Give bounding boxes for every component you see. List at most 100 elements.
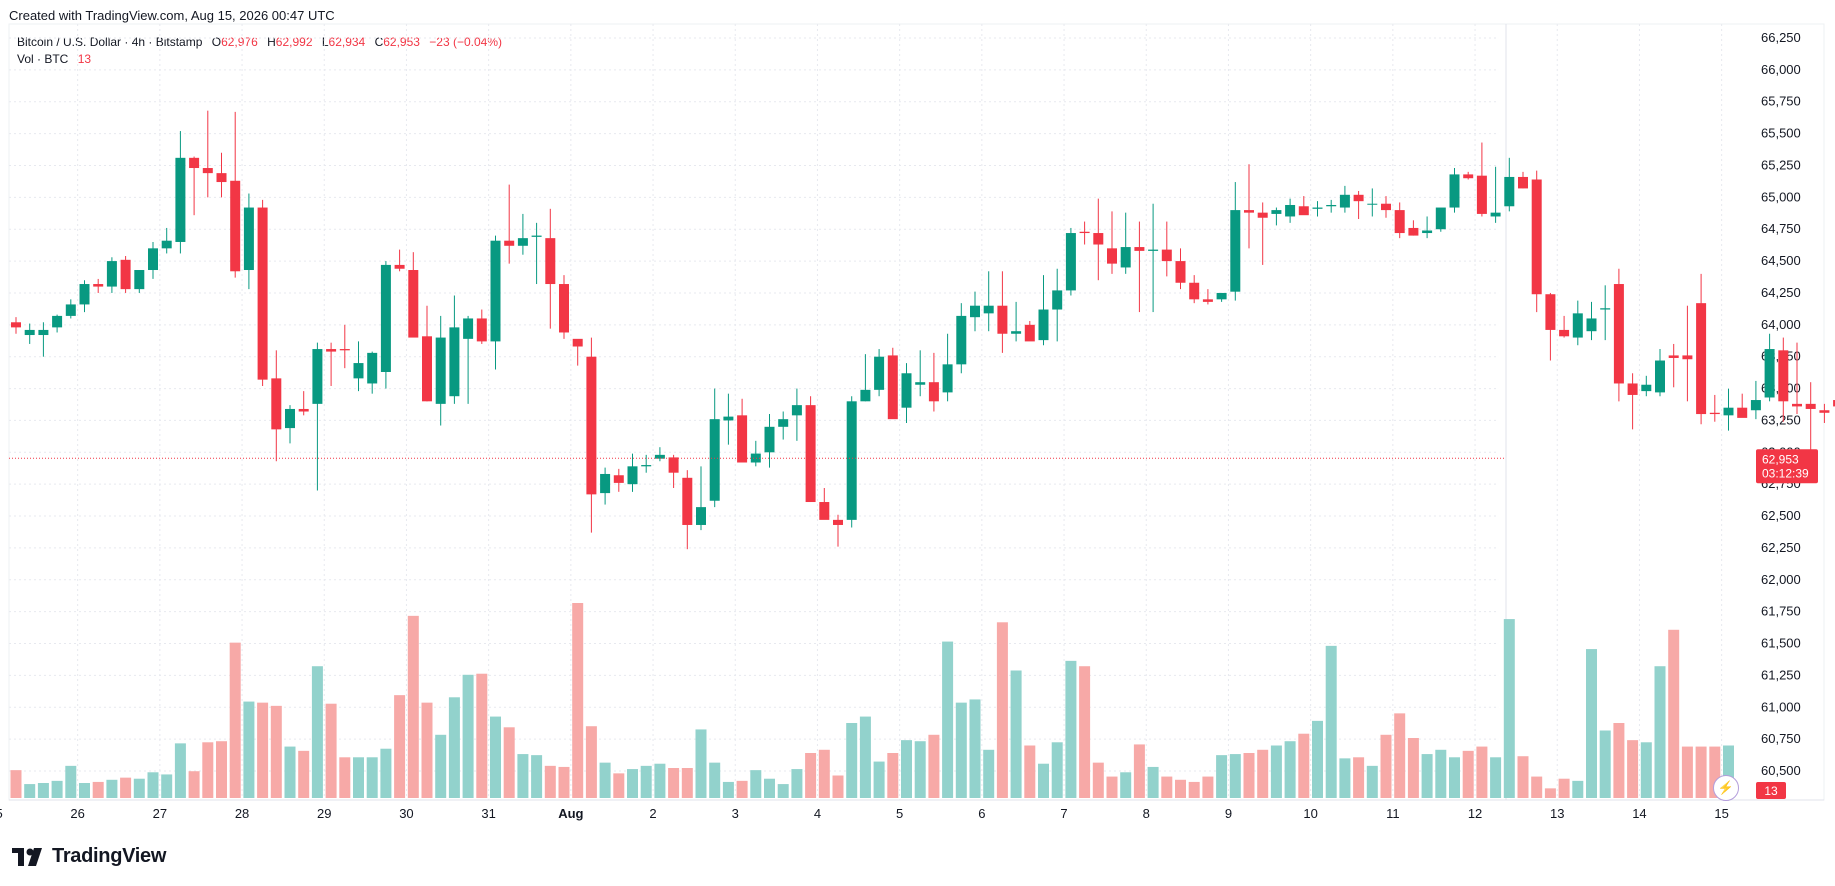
candle-body bbox=[1627, 383, 1638, 395]
created-caption: Created with TradingView.com, Aug 15, 20… bbox=[9, 8, 335, 23]
candle-body bbox=[1518, 176, 1528, 189]
volume-bar bbox=[311, 666, 323, 798]
volume-bar bbox=[914, 741, 926, 798]
candle-body bbox=[874, 356, 885, 390]
volume-bar bbox=[585, 726, 597, 798]
candle-body bbox=[1613, 284, 1624, 384]
volume-bar bbox=[24, 784, 36, 798]
x-tick-label: 31 bbox=[481, 806, 495, 821]
last-price-tag bbox=[1756, 449, 1818, 484]
candle-body bbox=[668, 457, 679, 473]
volume-bar bbox=[325, 703, 337, 798]
volume-bar bbox=[1380, 734, 1392, 798]
volume-bar bbox=[1586, 649, 1597, 798]
candle-body bbox=[106, 261, 117, 287]
volume-bar bbox=[1024, 745, 1036, 798]
volume-bar bbox=[366, 757, 378, 798]
y-tick-label: 63,250 bbox=[1761, 412, 1801, 427]
candle-body bbox=[257, 207, 268, 380]
volume-bar bbox=[996, 622, 1008, 798]
volume-bar bbox=[284, 746, 296, 798]
candle-body bbox=[1011, 331, 1022, 334]
candle-body bbox=[1696, 303, 1707, 415]
candle-body bbox=[654, 454, 665, 459]
candle-body bbox=[11, 322, 21, 328]
volume-bar bbox=[1010, 670, 1022, 798]
candle-body bbox=[353, 363, 364, 379]
candle-body bbox=[709, 419, 720, 501]
candle-body bbox=[1531, 179, 1542, 295]
candle-body bbox=[65, 304, 76, 316]
candle-body bbox=[1230, 210, 1241, 292]
lightning-icon[interactable]: ⚡ bbox=[1713, 775, 1739, 801]
candle-body bbox=[1134, 247, 1145, 251]
change-value: −23 (−0.04%) bbox=[429, 35, 503, 49]
candle-body bbox=[1024, 324, 1035, 342]
candle-body bbox=[312, 349, 323, 404]
candle-body bbox=[202, 168, 213, 174]
volume-bar bbox=[1490, 757, 1502, 798]
candle-body bbox=[641, 465, 652, 467]
volume-bar bbox=[1435, 749, 1447, 798]
volume-tag-value: 13 bbox=[1764, 784, 1778, 798]
volume-bar bbox=[51, 780, 63, 798]
x-tick-label: 6 bbox=[978, 806, 985, 821]
candle-body bbox=[887, 355, 898, 420]
candle-body bbox=[408, 270, 419, 338]
y-tick-label: 64,750 bbox=[1761, 221, 1801, 236]
candle-body bbox=[422, 336, 432, 402]
y-tick-label: 65,000 bbox=[1761, 189, 1801, 204]
candle-body bbox=[915, 382, 926, 385]
volume-bar bbox=[517, 754, 529, 798]
volume-bar bbox=[1462, 750, 1474, 798]
volume-bar bbox=[503, 727, 515, 798]
candle-body bbox=[394, 264, 405, 269]
volume-bar bbox=[147, 772, 159, 798]
candle-body bbox=[1120, 247, 1131, 268]
volume-bar bbox=[832, 775, 844, 798]
candle-body bbox=[1326, 204, 1337, 207]
candle-body bbox=[1764, 349, 1775, 398]
candle-body bbox=[1408, 227, 1419, 236]
candle-body bbox=[559, 284, 569, 333]
volume-bar bbox=[1325, 645, 1337, 798]
volume-bar bbox=[298, 750, 310, 798]
candle-body bbox=[600, 473, 611, 494]
candle-body bbox=[1668, 355, 1679, 358]
volume-bar bbox=[873, 761, 885, 798]
tradingview-logo-icon bbox=[12, 847, 42, 866]
candle-body bbox=[1737, 407, 1748, 418]
candle-body bbox=[1381, 203, 1391, 211]
volume-bar bbox=[942, 641, 954, 798]
volume-bar bbox=[1243, 753, 1255, 798]
candle-body bbox=[1572, 313, 1583, 338]
candle-body bbox=[271, 378, 282, 430]
candle-body bbox=[1271, 210, 1282, 214]
volume-bar bbox=[1572, 780, 1584, 798]
volume-bar bbox=[1175, 779, 1186, 798]
x-tick-label: 14 bbox=[1632, 806, 1646, 821]
candle-body bbox=[1394, 210, 1405, 234]
candle-body bbox=[531, 235, 542, 237]
volume-bar bbox=[1544, 788, 1556, 798]
volume-bar bbox=[1161, 776, 1173, 798]
candle-body bbox=[134, 270, 145, 290]
volume-bar bbox=[859, 716, 871, 798]
candle-body bbox=[243, 207, 254, 271]
candle-body bbox=[1435, 207, 1446, 230]
countdown-value: 03:12:39 bbox=[1762, 466, 1809, 480]
candle-body bbox=[1641, 384, 1652, 392]
candle-body bbox=[367, 352, 378, 384]
volume-bar bbox=[1133, 744, 1145, 798]
volume-bar bbox=[599, 762, 611, 798]
volume-bar bbox=[1531, 776, 1543, 798]
volume-bar bbox=[1421, 754, 1433, 798]
volume-bar bbox=[531, 755, 543, 798]
volume-bar bbox=[928, 734, 940, 798]
volume-bar bbox=[736, 780, 748, 798]
candle-body bbox=[1298, 206, 1309, 216]
volume-bar bbox=[695, 729, 707, 798]
volume-bar bbox=[572, 603, 584, 798]
volume-legend-row: Vol · BTC 13 bbox=[17, 51, 502, 68]
